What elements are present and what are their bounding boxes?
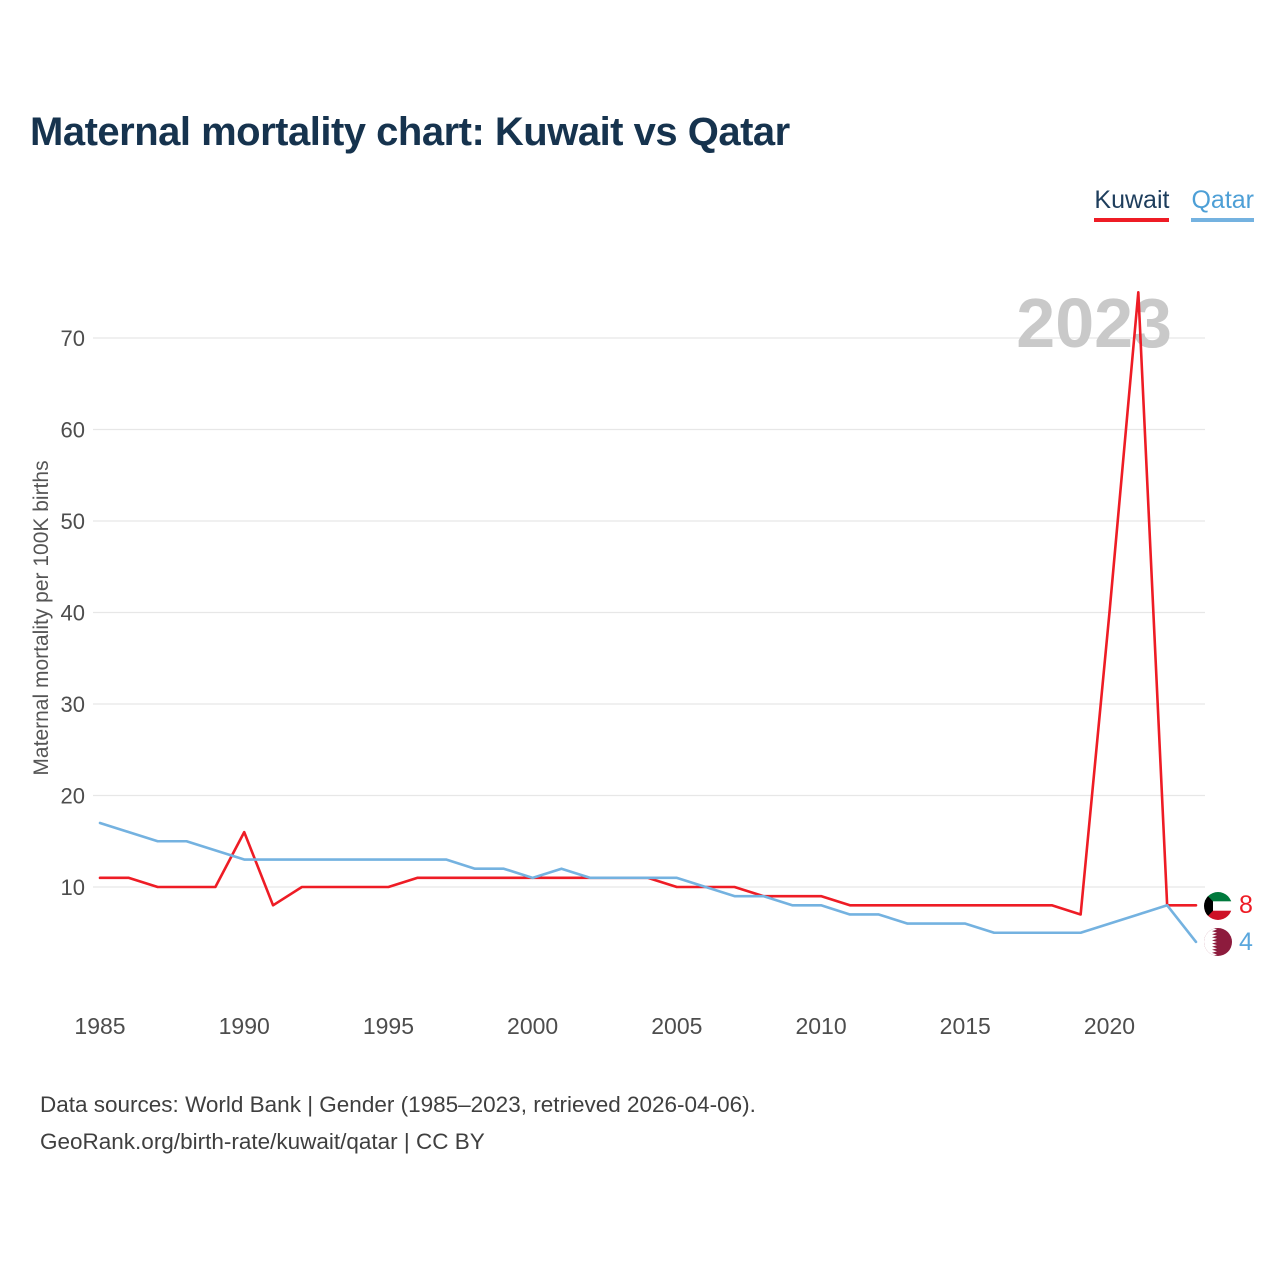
legend-item-kuwait[interactable]: Kuwait — [1094, 186, 1170, 222]
x-tick-label: 1995 — [363, 1013, 414, 1039]
y-axis-label: Maternal mortality per 100K births — [30, 460, 53, 775]
y-tick-label: 20 — [61, 784, 85, 809]
legend-item-qatar[interactable]: Qatar — [1191, 186, 1254, 222]
series-line-qatar — [98, 821, 1198, 944]
series-end-value-kuwait: 8 — [1239, 891, 1253, 920]
footer-data-sources: Data sources: World Bank | Gender (1985–… — [40, 1092, 756, 1117]
kuwait-flag-icon — [1204, 891, 1232, 920]
y-tick-label: 60 — [61, 418, 85, 443]
x-tick-label: 2000 — [507, 1013, 558, 1039]
page-title: Maternal mortality chart: Kuwait vs Qata… — [30, 110, 790, 154]
series-line-kuwait — [98, 290, 1198, 916]
x-tick-label: 2010 — [795, 1013, 846, 1039]
series-end-tag-kuwait: 8 — [1204, 891, 1253, 920]
x-tick-label: 2005 — [651, 1013, 702, 1039]
qatar-flag-icon — [1204, 928, 1232, 957]
y-tick-label: 30 — [61, 692, 85, 717]
line-chart: 10 20 30 40 50 60 70 1985 1990 1995 2000 2005 2010 20… — [30, 284, 1205, 1039]
x-tick-label: 1985 — [74, 1013, 125, 1039]
y-tick-label: 40 — [61, 601, 85, 626]
legend: Kuwait Qatar — [1094, 186, 1254, 222]
x-tick-label: 2020 — [1084, 1013, 1135, 1039]
footer: Data sources: World Bank | Gender (1985–… — [40, 1086, 756, 1160]
x-tick-label: 2015 — [940, 1013, 991, 1039]
x-tick-label: 1990 — [219, 1013, 270, 1039]
y-tick-label: 50 — [61, 509, 85, 534]
footer-attribution: GeoRank.org/birth-rate/kuwait/qatar | CC… — [40, 1129, 485, 1155]
y-tick-label: 70 — [61, 326, 85, 351]
watermark-year: 2023 — [1016, 284, 1172, 362]
series-end-value-qatar: 4 — [1239, 927, 1253, 956]
series-end-tag-qatar: 4 — [1204, 928, 1253, 957]
y-tick-label: 10 — [61, 875, 85, 900]
